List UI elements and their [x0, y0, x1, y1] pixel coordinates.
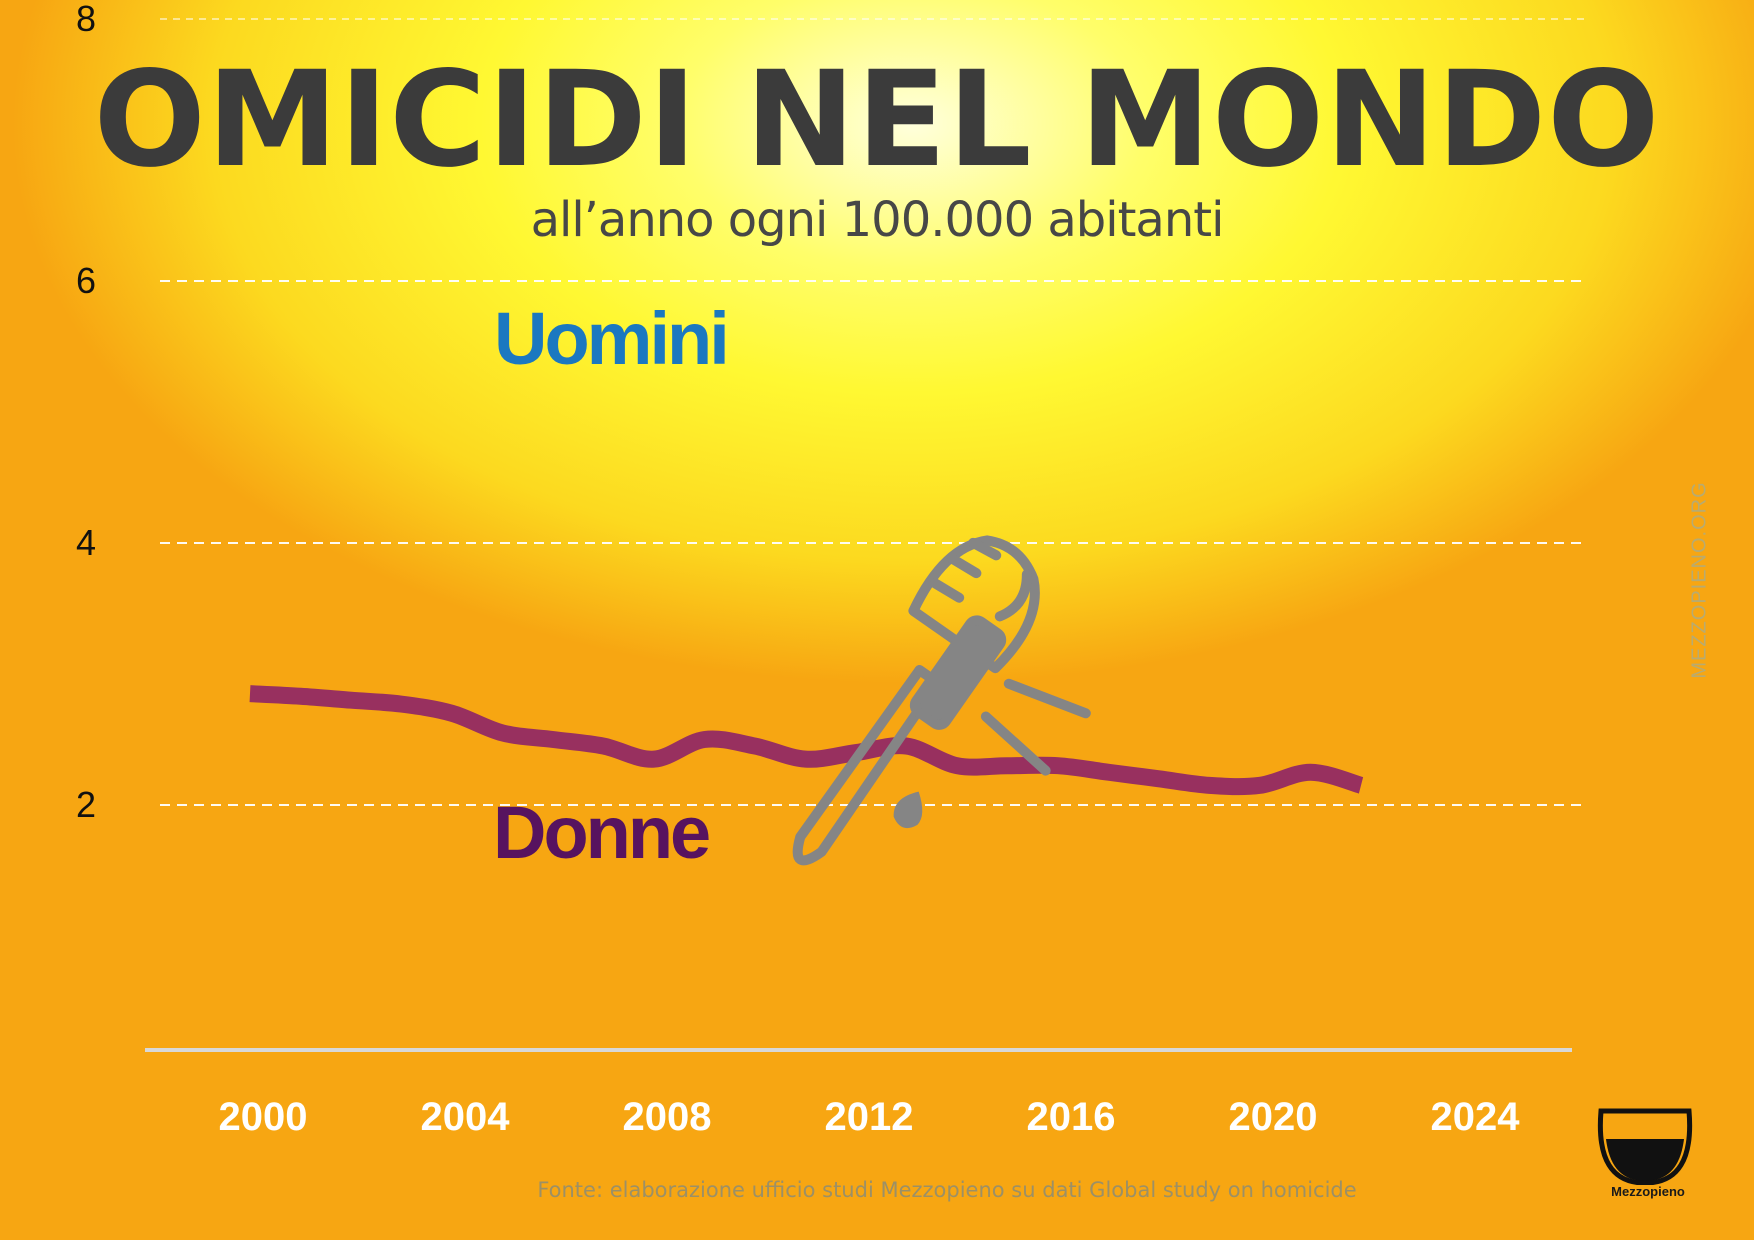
- gridlines: [160, 18, 1585, 806]
- y-tick-label: 8: [76, 0, 96, 39]
- x-tick-label: 2020: [1229, 1095, 1318, 1139]
- arm-lines: [980, 678, 1091, 776]
- glass-outline: [1597, 1108, 1693, 1185]
- series-label-donne: Donne: [493, 791, 709, 874]
- x-tick-label: 2000: [219, 1095, 308, 1139]
- glass-liquid: [1606, 1139, 1684, 1181]
- hand-with-knife-icon: [792, 535, 1091, 866]
- fist-shape: [908, 535, 1040, 674]
- x-tick-label: 2008: [623, 1095, 712, 1139]
- glass-logo-icon: [1597, 1108, 1693, 1185]
- chart-title: OMICIDI NEL MONDO: [93, 43, 1661, 197]
- chart-subtitle: all’anno ogni 100.000 abitanti: [530, 192, 1225, 248]
- x-tick-label: 2012: [825, 1095, 914, 1139]
- series-labels: Uomini Donne: [493, 297, 730, 874]
- brand-name: Mezzopieno: [1611, 1184, 1685, 1199]
- series-lines: [249, 685, 1364, 796]
- y-tick-label: 4: [76, 522, 96, 563]
- watermark-text: MEZZOPIENO.ORG: [1688, 481, 1711, 679]
- x-tick-label: 2016: [1027, 1095, 1116, 1139]
- series-line-donne: [249, 685, 1364, 796]
- wrist-cuff: [909, 615, 1007, 730]
- source-note: Fonte: elaborazione ufficio studi Mezzop…: [537, 1178, 1357, 1202]
- x-tick-label: 2024: [1431, 1095, 1521, 1139]
- x-tick-label: 2004: [421, 1095, 511, 1139]
- y-tick-label: 2: [76, 784, 96, 825]
- y-tick-label: 6: [76, 260, 96, 301]
- y-axis-ticks: 24681012: [76, 0, 96, 825]
- fist-fingers: [930, 537, 1032, 622]
- series-label-uomini: Uomini: [494, 297, 727, 380]
- knife-blade: [792, 665, 943, 866]
- blood-drop: [893, 791, 923, 829]
- x-axis-ticks: 2000 2004 2008 2012 2016 2020 2024: [219, 1095, 1521, 1139]
